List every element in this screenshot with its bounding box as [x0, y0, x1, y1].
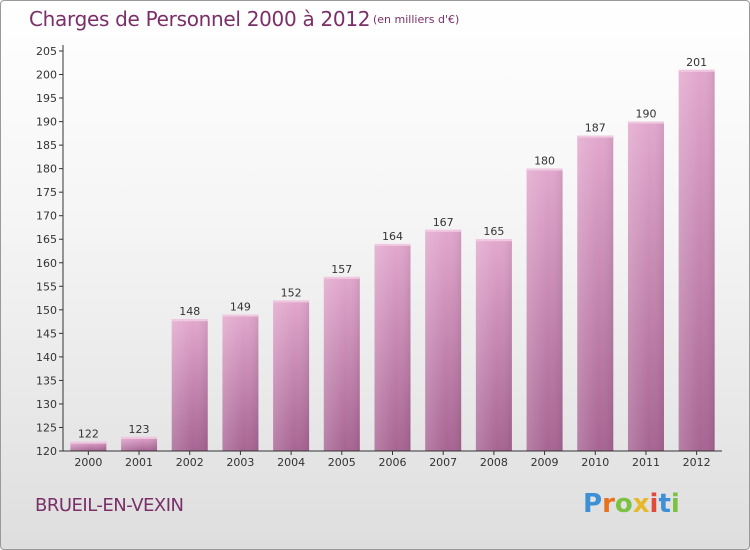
- y-tick-label-120: 120: [36, 445, 57, 458]
- data-label-2008: 165: [483, 225, 504, 238]
- bar-top-2003: [222, 314, 259, 317]
- y-tick-label-165: 165: [36, 233, 57, 246]
- data-label-2000: 122: [78, 428, 99, 441]
- x-tick-label-2011: 2011: [632, 456, 660, 469]
- bar-top-2007: [425, 229, 462, 232]
- data-label-2004: 152: [281, 286, 302, 299]
- y-tick-label-150: 150: [36, 304, 57, 317]
- y-tick-label-200: 200: [36, 69, 57, 82]
- logo-letter: i: [670, 489, 680, 519]
- x-tick-label-2001: 2001: [125, 456, 153, 469]
- x-tick-label-2008: 2008: [480, 456, 508, 469]
- data-label-2003: 149: [230, 301, 251, 314]
- logo-letter: r: [602, 489, 615, 519]
- data-label-2011: 190: [635, 108, 656, 121]
- x-tick-label-2003: 2003: [226, 456, 254, 469]
- bar-top-2012: [678, 69, 715, 72]
- bar-shade-2000: [70, 441, 107, 451]
- data-label-2012: 201: [686, 56, 707, 69]
- data-label-2010: 187: [585, 122, 606, 135]
- bar-shade-2005: [323, 276, 360, 451]
- y-tick-label-185: 185: [36, 139, 57, 152]
- y-tick-label-140: 140: [36, 351, 57, 364]
- logo-letter: t: [658, 489, 671, 519]
- bar-top-2000: [70, 441, 107, 444]
- bar-shade-2001: [121, 436, 158, 451]
- bar-shade-2006: [374, 243, 411, 451]
- y-tick-label-180: 180: [36, 163, 57, 176]
- y-tick-label-130: 130: [36, 398, 57, 411]
- chart-subtitle: (en milliers d'€): [373, 13, 460, 26]
- x-tick-label-2009: 2009: [531, 456, 559, 469]
- y-tick-label-135: 135: [36, 374, 57, 387]
- bar-top-2005: [323, 276, 360, 279]
- bar-shade-2004: [273, 300, 310, 451]
- chart-title: Charges de Personnel 2000 à 2012: [29, 7, 371, 31]
- bar-top-2009: [526, 168, 563, 171]
- data-label-2009: 180: [534, 155, 555, 168]
- x-tick-label-2002: 2002: [176, 456, 204, 469]
- y-tick-label-195: 195: [36, 92, 57, 105]
- y-tick-label-145: 145: [36, 327, 57, 340]
- bar-top-2011: [627, 121, 664, 124]
- bar-shade-2010: [577, 135, 614, 452]
- bar-shade-2009: [526, 168, 563, 451]
- x-tick-label-2004: 2004: [277, 456, 305, 469]
- logo-letter: o: [614, 489, 633, 519]
- logo-letter: P: [583, 489, 603, 519]
- bar-top-2002: [171, 319, 208, 322]
- y-tick-label-155: 155: [36, 280, 57, 293]
- bar-shade-2011: [627, 121, 664, 452]
- data-label-2007: 167: [433, 216, 454, 229]
- x-tick-label-2007: 2007: [429, 456, 457, 469]
- data-label-2006: 164: [382, 230, 403, 243]
- bar-shade-2012: [678, 69, 715, 451]
- y-tick-label-160: 160: [36, 257, 57, 270]
- bar-shade-2003: [222, 314, 259, 451]
- y-tick-label-125: 125: [36, 421, 57, 434]
- x-tick-label-2012: 2012: [683, 456, 711, 469]
- x-tick-label-2010: 2010: [581, 456, 609, 469]
- data-label-2002: 148: [179, 305, 200, 318]
- bar-top-2008: [475, 239, 512, 242]
- bar-top-2004: [273, 300, 310, 303]
- y-tick-label-190: 190: [36, 116, 57, 129]
- proxiti-logo: Proxiti: [583, 489, 680, 519]
- bar-top-2006: [374, 243, 411, 246]
- logo-letter: x: [632, 489, 650, 519]
- location-name: BRUEIL-EN-VEXIN: [35, 495, 184, 516]
- bar-top-2001: [121, 436, 158, 439]
- y-tick-label-170: 170: [36, 210, 57, 223]
- x-tick-label-2006: 2006: [379, 456, 407, 469]
- bar-top-2010: [577, 135, 614, 138]
- bar-shade-2002: [171, 319, 208, 451]
- bar-shade-2008: [475, 239, 512, 451]
- logo-letter: i: [649, 489, 659, 519]
- data-label-2005: 157: [331, 263, 352, 276]
- bar-shade-2007: [425, 229, 462, 451]
- data-label-2001: 123: [129, 423, 150, 436]
- y-tick-label-205: 205: [36, 45, 57, 58]
- x-tick-label-2000: 2000: [74, 456, 102, 469]
- y-tick-label-175: 175: [36, 186, 57, 199]
- x-tick-label-2005: 2005: [328, 456, 356, 469]
